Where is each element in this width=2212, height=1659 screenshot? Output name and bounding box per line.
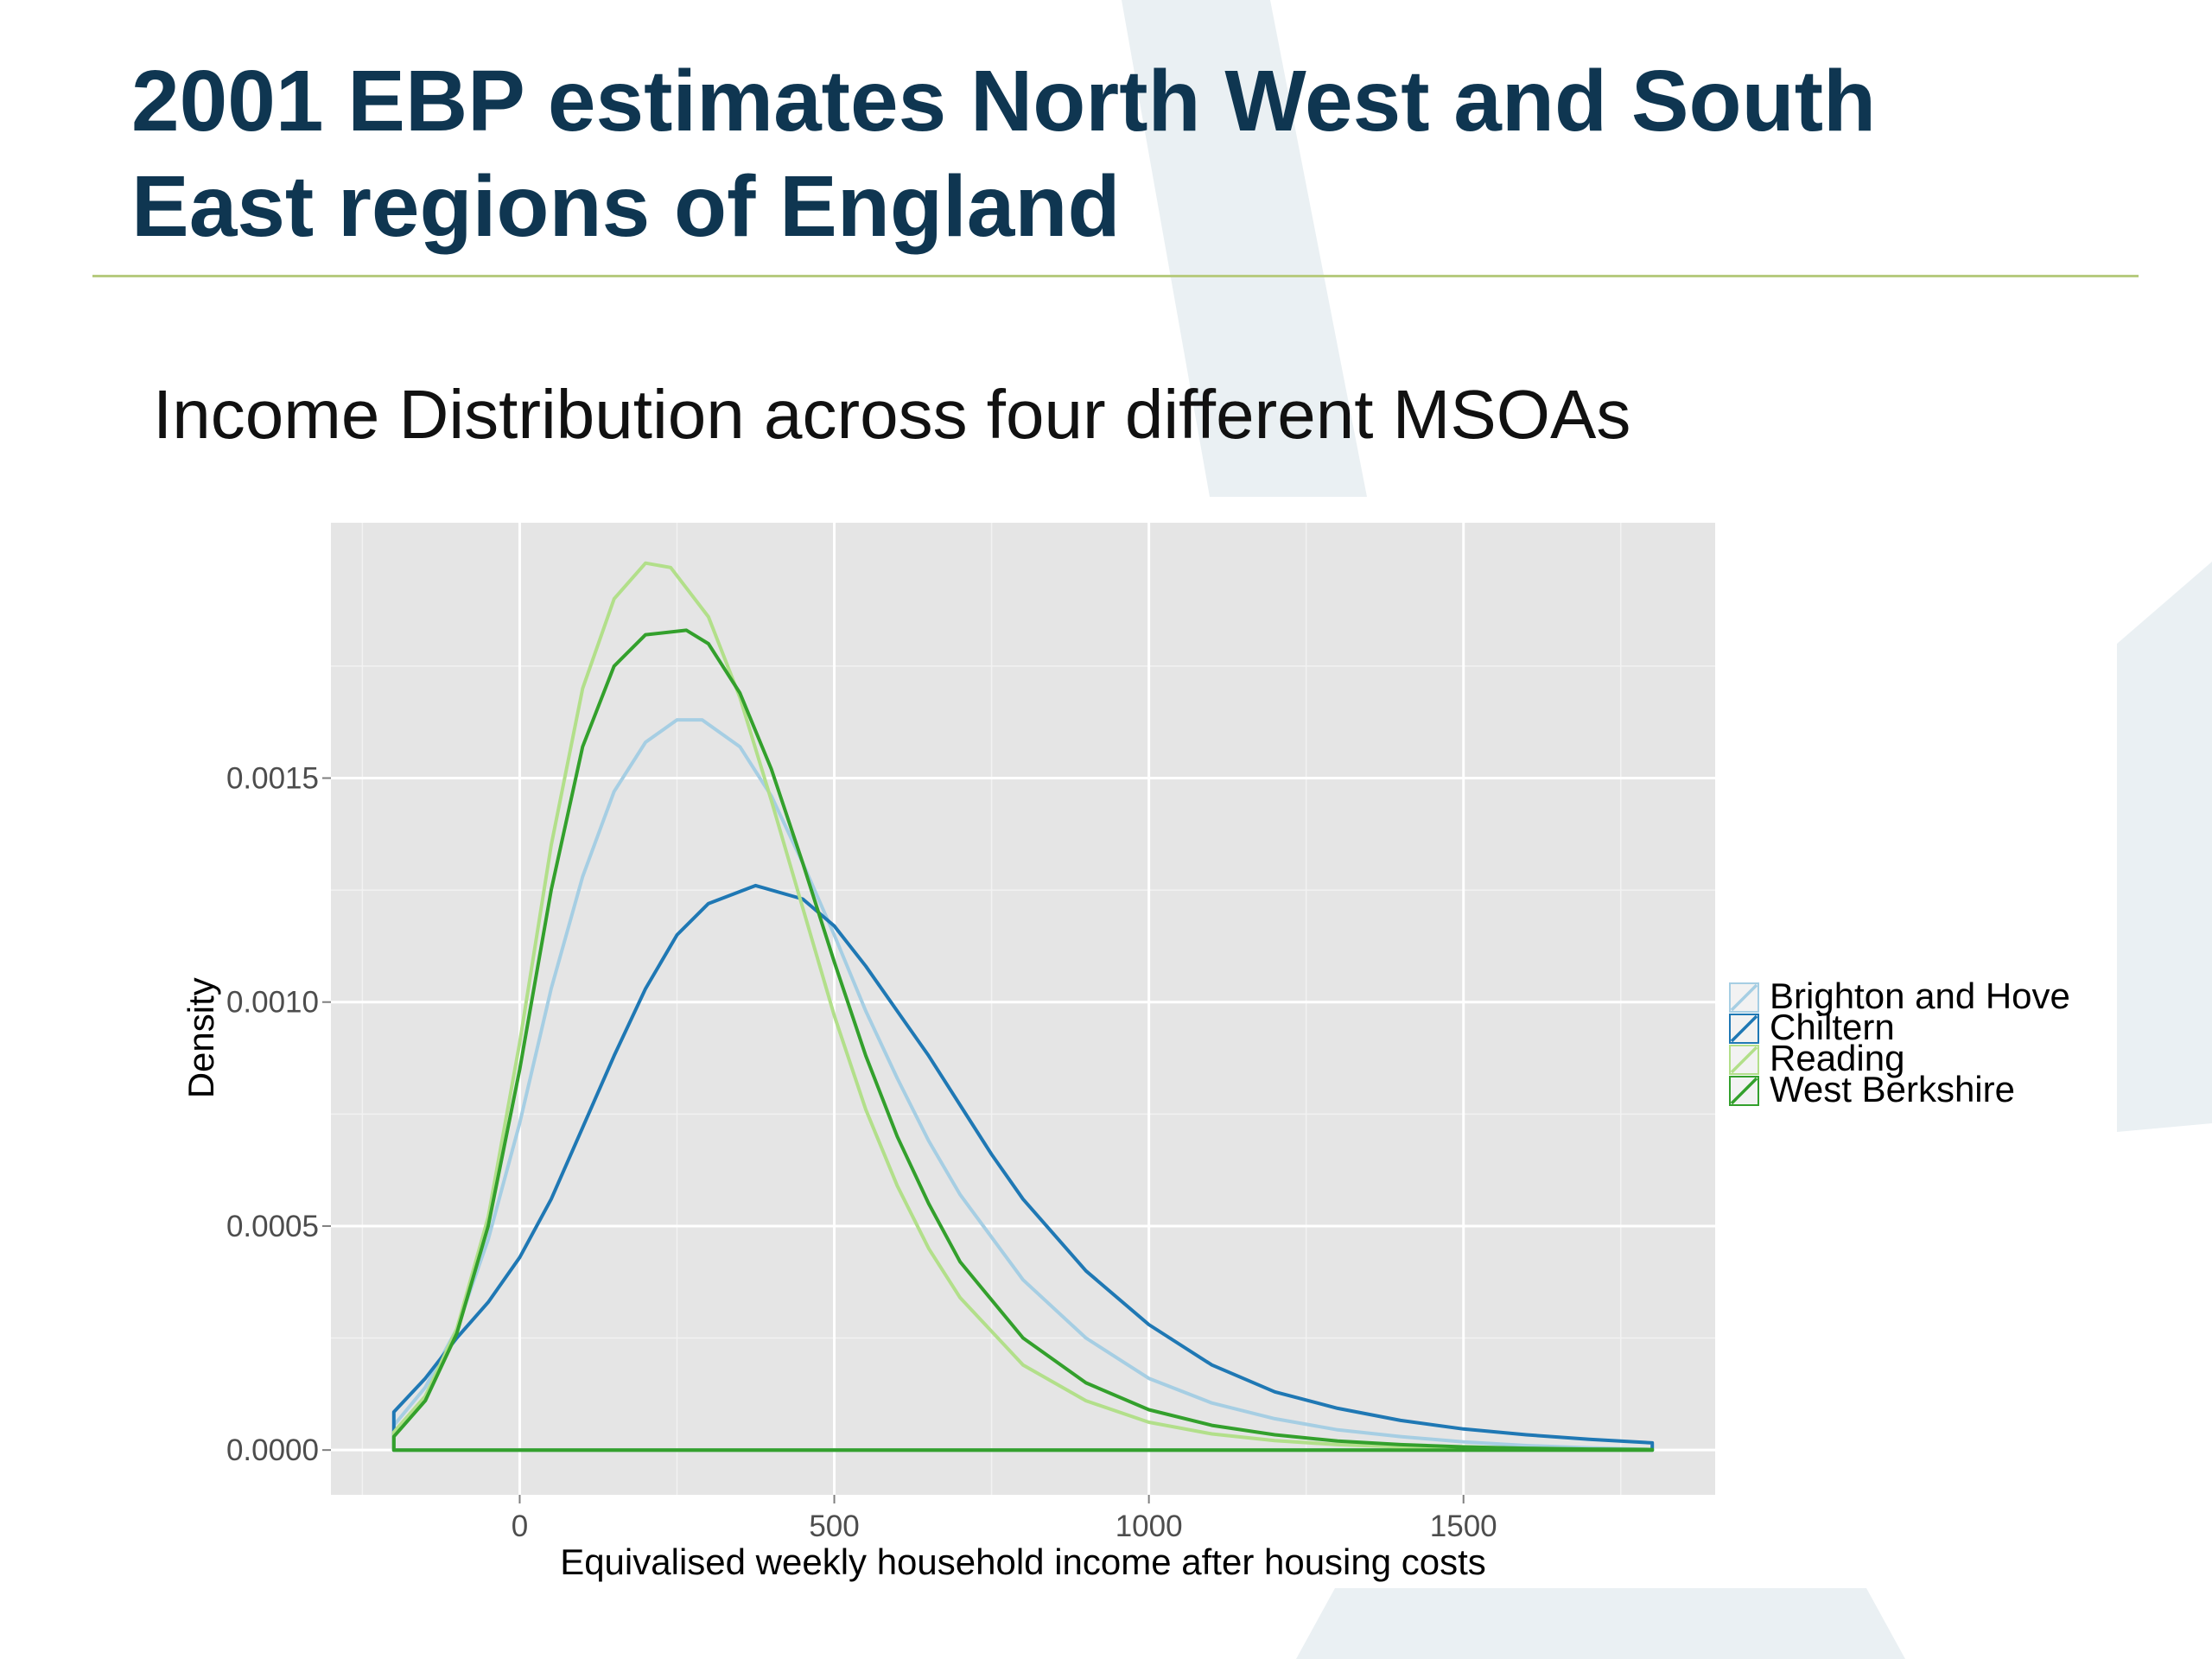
slide-subtitle: Income Distribution across four differen… — [153, 376, 1631, 453]
y-tick-label: 0.0000 — [226, 1433, 319, 1467]
background-stripe-top — [1122, 0, 1367, 497]
series-line-4 — [391, 628, 1655, 1452]
legend-label: Reading — [1770, 1038, 1904, 1078]
slide-title-line-2: East regions of England — [131, 158, 1121, 255]
y-tick-label: 0.0005 — [226, 1210, 319, 1243]
x-tick-label: 1500 — [1430, 1510, 1497, 1543]
legend-key-slash — [1730, 1014, 1758, 1043]
plot-panel — [331, 523, 1715, 1495]
legend-key-slash — [1730, 1077, 1758, 1105]
legend-item-3: Reading — [1729, 1038, 1904, 1078]
x-tick-label: 500 — [809, 1510, 859, 1543]
x-tick-label: 0 — [512, 1510, 528, 1543]
series-line-1 — [391, 718, 1655, 1452]
title-divider — [92, 275, 2139, 277]
x-axis-label: Equivalised weekly household income afte… — [560, 1541, 1486, 1582]
legend-label: West Berkshire — [1770, 1069, 2015, 1109]
series-layer — [391, 561, 1655, 1452]
series-line-3 — [391, 561, 1655, 1452]
background-stripe-bottom — [1296, 1588, 1905, 1659]
grid-major — [331, 523, 1715, 1495]
legend-item-1: Brighton and Hove — [1729, 976, 2070, 1016]
legend-item-4: West Berkshire — [1729, 1069, 2015, 1109]
y-axis-label: Density — [181, 977, 221, 1098]
slide-title-line-1: 2001 EBP estimates North West and South — [131, 53, 1877, 149]
legend-key-slash — [1730, 983, 1758, 1012]
series-line-2 — [391, 883, 1655, 1452]
y-tick-label: 0.0010 — [226, 986, 319, 1020]
x-axis: 0 500 1000 1500 — [512, 1495, 1497, 1543]
legend-key-slash — [1730, 1046, 1758, 1074]
slide-title: 2001 EBP estimates North West and South … — [131, 48, 2075, 259]
legend-label: Chiltern — [1770, 1007, 1895, 1047]
background-stripe-right — [2117, 562, 2212, 1132]
y-tick-label: 0.0015 — [226, 762, 319, 796]
legend-item-2: Chiltern — [1729, 1007, 1895, 1047]
y-axis: 0.0000 0.0005 0.0010 0.0015 — [226, 762, 331, 1467]
legend-label: Brighton and Hove — [1770, 976, 2070, 1016]
x-tick-label: 1000 — [1116, 1510, 1183, 1543]
